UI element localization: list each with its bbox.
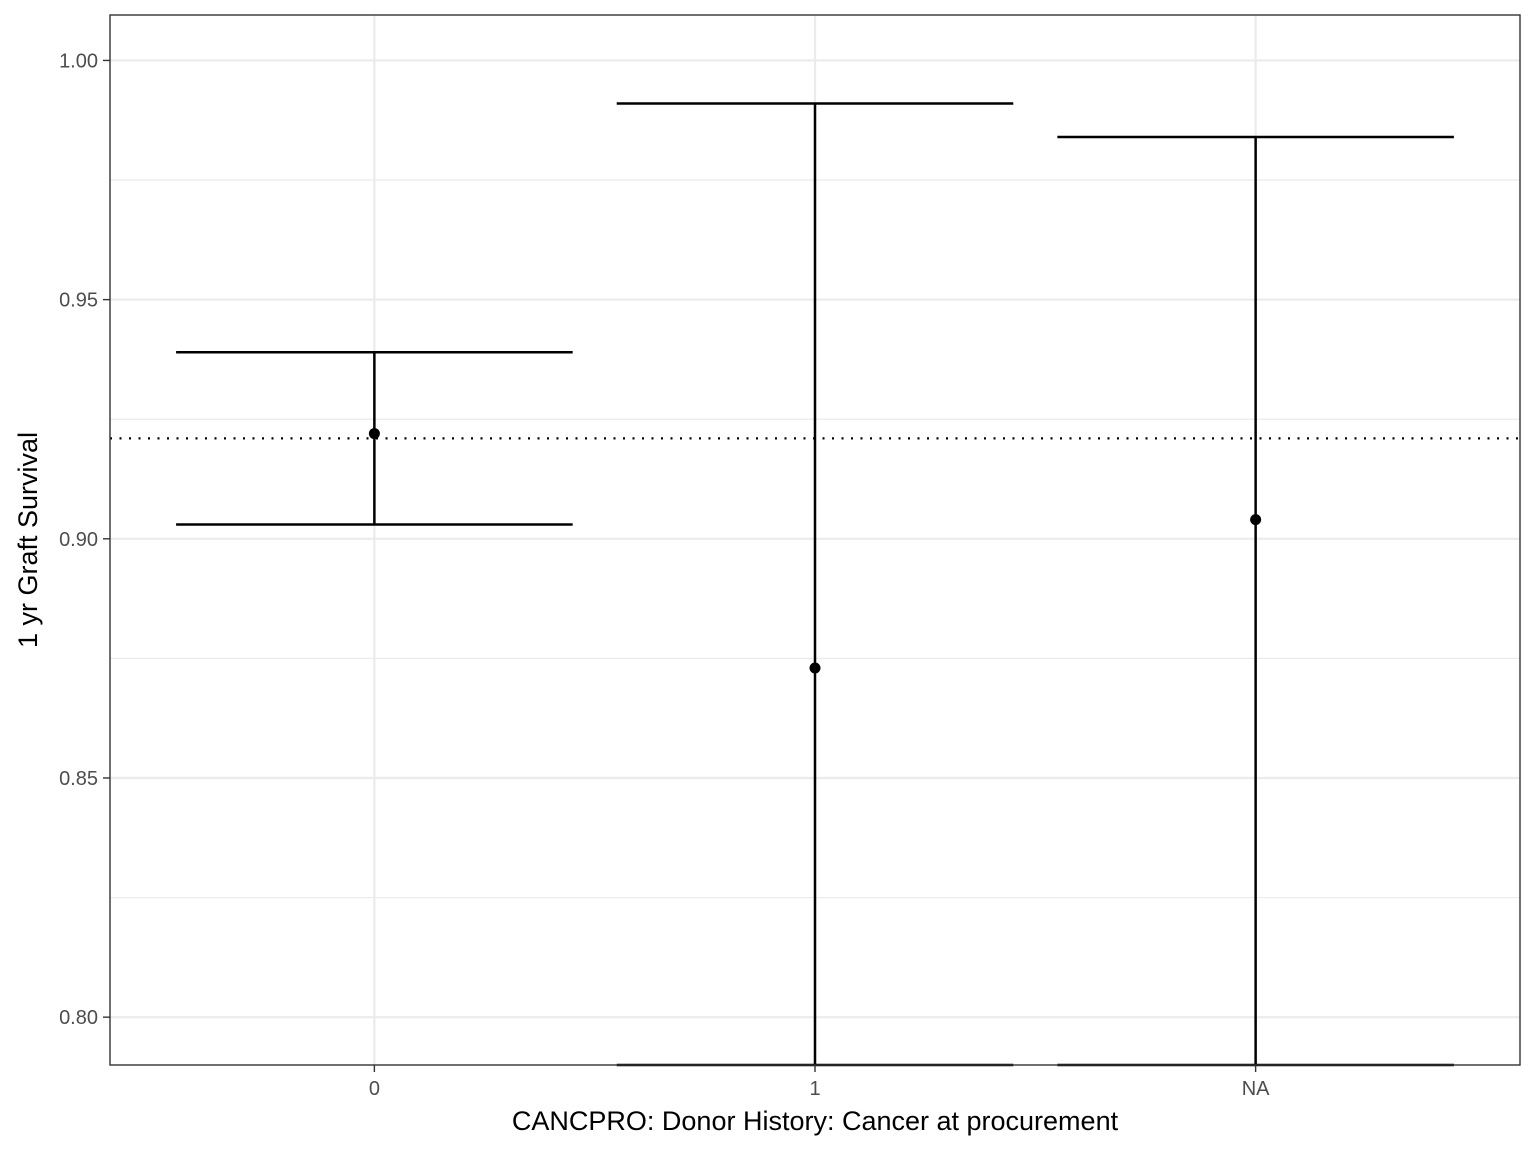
error-bar-0 [176, 350, 573, 526]
y-tick-label: 0.85 [59, 768, 98, 790]
y-axis: 0.80 0.85 0.90 0.95 1.00 [59, 50, 110, 1029]
point-estimate [368, 428, 380, 440]
x-tick-label: 0 [369, 1078, 380, 1100]
x-tick-label: 1 [809, 1078, 820, 1100]
x-axis-title: CANCPRO: Donor History: Cancer at procur… [512, 1106, 1119, 1136]
y-tick-label: 0.90 [59, 529, 98, 551]
y-axis-title: 1 yr Graft Survival [13, 432, 43, 648]
x-axis: 0 1 NA [369, 1065, 1270, 1100]
y-tick-label: 0.80 [59, 1007, 98, 1029]
point-estimate [809, 662, 821, 674]
y-tick-label: 0.95 [59, 290, 98, 312]
point-estimate [1250, 514, 1262, 526]
x-tick-label: NA [1242, 1078, 1270, 1100]
y-tick-label: 1.00 [59, 50, 98, 72]
error-bar-layer [176, 102, 1454, 1067]
